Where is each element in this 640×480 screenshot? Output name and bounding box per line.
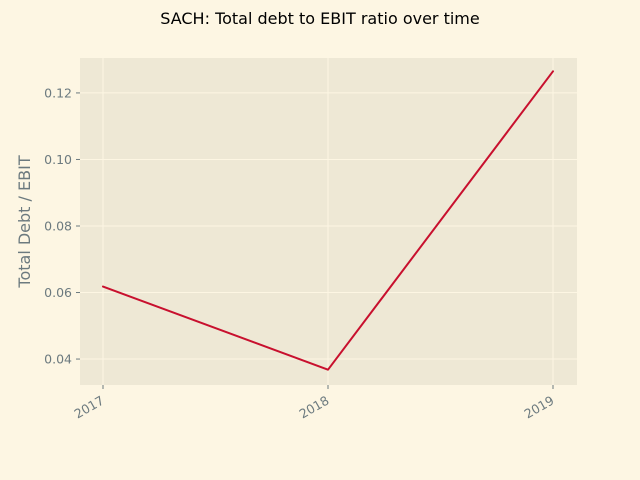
- series: [102, 70, 554, 371]
- y-tick-label: 0.10: [44, 152, 72, 167]
- x-tick-label: 2019: [521, 393, 556, 422]
- chart-title: SACH: Total debt to EBIT ratio over time: [160, 9, 479, 28]
- y-tick-label: 0.04: [44, 352, 72, 367]
- y-tick-label: 0.12: [44, 85, 72, 100]
- grid: [80, 58, 577, 385]
- x-tick-label: 2017: [71, 393, 106, 422]
- y-tick-label: 0.06: [44, 285, 72, 300]
- y-axis-label: Total Debt / EBIT: [15, 155, 34, 288]
- y-tick-label: 0.08: [44, 218, 72, 233]
- x-tick-label: 2018: [296, 393, 331, 422]
